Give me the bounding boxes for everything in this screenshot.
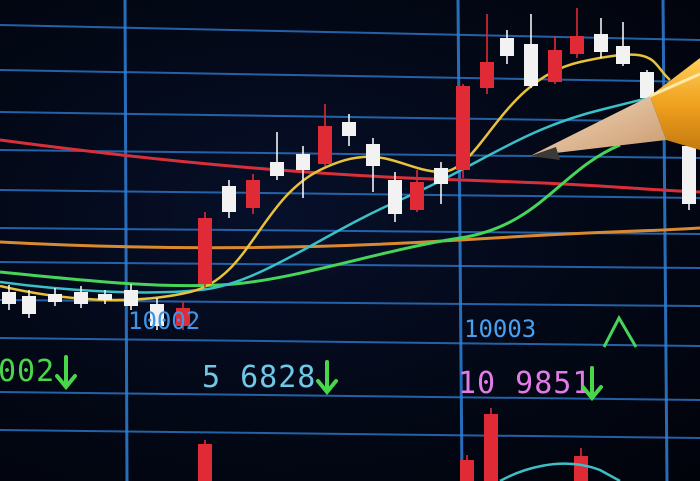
readout-left: 002	[0, 354, 56, 389]
axis-label-left: 10002	[128, 307, 201, 335]
candle-body	[574, 456, 588, 481]
candle-body	[500, 38, 514, 56]
candle-body	[48, 294, 62, 302]
candle-body	[524, 44, 538, 86]
grid-line	[0, 149, 700, 159]
candle-body	[570, 36, 584, 54]
candle-body	[366, 144, 380, 166]
candle-body	[410, 182, 424, 210]
grid-line	[0, 69, 700, 83]
grid-line	[0, 261, 700, 269]
readout-mid: 5 6828	[202, 360, 317, 395]
moving-average-line	[0, 143, 621, 288]
candle-body	[124, 290, 138, 306]
candle-body	[484, 414, 498, 481]
up-caret-icon	[602, 314, 638, 348]
grid-line	[0, 111, 700, 123]
candle-body	[342, 122, 356, 136]
grid-line	[123, 0, 129, 481]
candle-body	[74, 292, 88, 304]
candle-body	[176, 308, 190, 326]
candle-body	[22, 296, 36, 314]
candle-body	[270, 162, 284, 176]
candle-body	[640, 72, 654, 98]
candle-body	[682, 146, 696, 204]
candle-body	[150, 304, 164, 326]
indicator-line	[499, 462, 621, 481]
grid-line	[0, 337, 700, 347]
grid-line	[0, 391, 700, 401]
candle-body	[594, 34, 608, 52]
grid-line	[0, 429, 700, 439]
grid-line	[0, 189, 700, 199]
candle-body	[198, 218, 212, 284]
candle-body	[198, 444, 212, 481]
readout-right: 10 9851	[458, 366, 592, 401]
candle-body	[480, 62, 494, 88]
candle-body	[318, 126, 332, 164]
grid-line	[661, 0, 669, 481]
candle-body	[222, 186, 236, 212]
candle-body	[434, 168, 448, 184]
candle-body	[460, 460, 474, 481]
candle-body	[548, 50, 562, 82]
candle-body	[388, 180, 402, 214]
axis-label-right: 10003	[464, 315, 537, 343]
candle-body	[296, 154, 310, 170]
moving-average-line	[0, 226, 700, 250]
candle-body	[616, 46, 630, 64]
candle-body	[2, 292, 16, 304]
candle-body	[98, 294, 112, 300]
candle-body	[456, 86, 470, 170]
candle-body	[246, 180, 260, 208]
